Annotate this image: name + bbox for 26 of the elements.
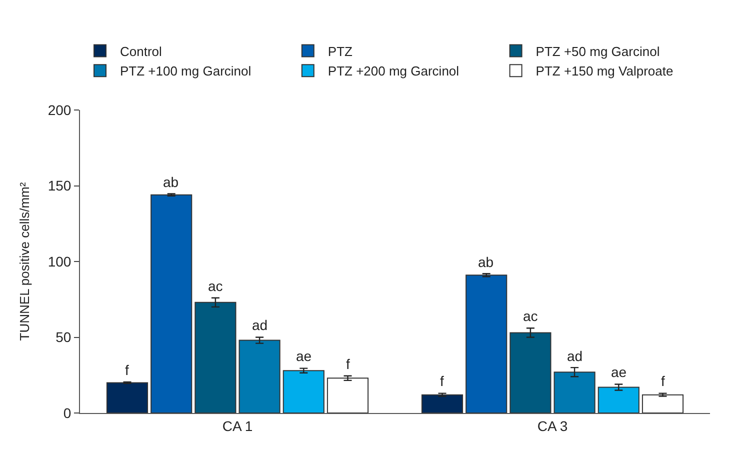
y-tick-label: 150 [48,178,72,194]
x-tick-label: CA 1 [222,418,253,434]
data-label: ae [296,348,312,364]
data-label: ac [208,278,223,294]
legend-label: Control [120,44,162,59]
data-label: ae [611,364,627,380]
legend-label: PTZ +150 mg Valproate [536,64,674,79]
data-label: f [661,373,665,389]
y-axis-title: TUNNEL positive cells/mm² [16,182,32,341]
data-label: f [125,362,129,378]
y-tick-label: 0 [63,404,72,421]
data-label: ab [478,254,494,270]
data-label: f [346,356,350,372]
data-label: f [440,373,444,389]
data-label: ac [523,308,538,324]
legend-label: PTZ [328,44,353,59]
legend-label: PTZ +200 mg Garcinol [328,64,460,79]
data-label: ad [567,348,583,364]
x-tick-label: CA 3 [537,418,568,434]
y-tick-label: 100 [48,253,72,270]
legend-label: PTZ +50 mg Garcinol [536,44,660,59]
y-tick-label: 200 [48,102,72,118]
legend-label: PTZ +100 mg Garcinol [120,64,252,79]
data-label: ab [163,174,179,190]
y-tick-label: 50 [56,329,72,346]
data-label: ad [252,317,268,333]
